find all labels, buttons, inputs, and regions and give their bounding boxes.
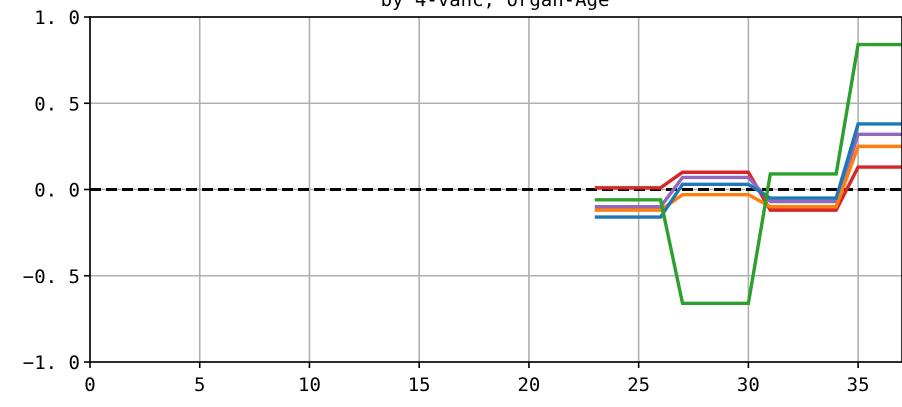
chart-title: by 4-vanc, organ-Age [381,0,610,11]
x-tick-label: 30 [737,374,760,396]
y-tick-label: −0. 5 [23,266,80,288]
y-tick-label: 0. 0 [34,180,80,202]
series-line-5 [594,42,902,306]
series-lines [594,42,902,306]
x-axis-ticks: 0 5 10 15 20 25 30 35 [84,362,870,396]
x-tick-label: 0 [84,374,95,396]
y-tick-label: 1. 0 [34,7,80,29]
x-tick-label: 25 [627,374,650,396]
x-tick-label: 10 [298,374,321,396]
x-tick-label: 5 [194,374,205,396]
y-axis-ticks: 1. 0 0. 5 0. 0 −0. 5 −1. 0 [23,7,90,374]
y-tick-label: 0. 5 [34,93,80,115]
series-line-3 [594,144,902,212]
x-tick-label: 15 [408,374,431,396]
x-tick-label: 35 [847,374,870,396]
y-tick-label: −1. 0 [23,352,80,374]
x-tick-label: 20 [517,374,540,396]
